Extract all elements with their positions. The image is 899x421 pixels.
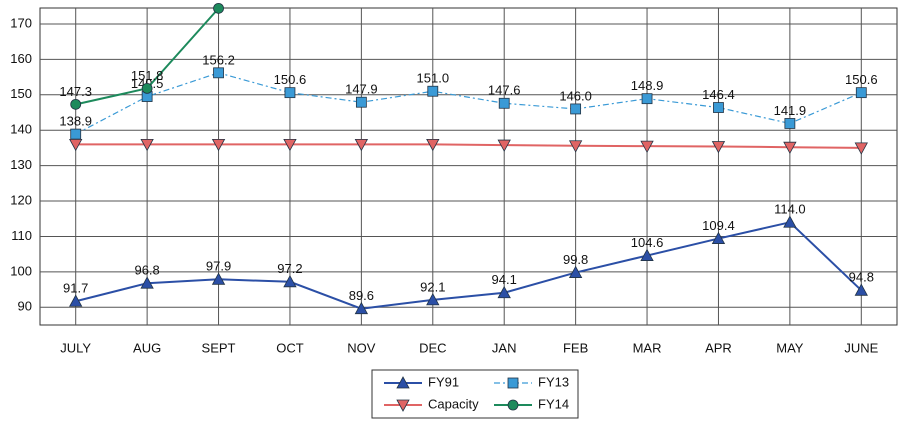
x-tick-label: MAY bbox=[776, 340, 804, 355]
legend-box bbox=[371, 369, 579, 419]
legend-marker bbox=[507, 399, 519, 411]
point-marker bbox=[354, 301, 369, 315]
point-marker bbox=[140, 138, 154, 152]
data-label: 104.6 bbox=[631, 235, 664, 250]
point-marker bbox=[640, 140, 654, 153]
point-marker bbox=[213, 2, 224, 14]
legend-label: FY91 bbox=[428, 374, 459, 389]
x-tick-label: FEB bbox=[563, 340, 588, 355]
data-label: 141.9 bbox=[774, 103, 807, 118]
point-marker bbox=[784, 118, 796, 129]
point-marker bbox=[713, 102, 724, 113]
point-marker bbox=[570, 103, 582, 115]
data-label: 156.2 bbox=[202, 52, 235, 67]
data-label: 96.8 bbox=[134, 263, 159, 278]
point-marker bbox=[70, 128, 82, 140]
point-marker bbox=[69, 138, 83, 152]
point-marker bbox=[140, 276, 154, 289]
y-tick-label: 120 bbox=[10, 192, 32, 207]
legend-marker bbox=[396, 376, 410, 389]
x-tick-label: NOV bbox=[347, 340, 376, 355]
y-tick-label: 140 bbox=[10, 122, 32, 137]
point-marker bbox=[211, 272, 226, 285]
x-tick-label: JULY bbox=[60, 340, 91, 355]
point-marker bbox=[427, 85, 439, 97]
plot-area bbox=[39, 7, 898, 326]
point-marker bbox=[854, 142, 868, 155]
x-tick-label: OCT bbox=[276, 340, 304, 355]
point-marker bbox=[641, 93, 653, 105]
point-marker bbox=[211, 138, 226, 152]
point-marker bbox=[640, 248, 654, 261]
point-marker bbox=[568, 265, 583, 278]
legend-label: FY14 bbox=[538, 396, 569, 411]
x-tick-label: JUNE bbox=[844, 340, 878, 355]
data-label: 91.7 bbox=[63, 281, 88, 296]
data-label: 146.0 bbox=[559, 88, 592, 103]
point-marker bbox=[783, 215, 797, 228]
point-marker bbox=[69, 294, 83, 307]
data-label: 148.9 bbox=[631, 78, 664, 93]
point-marker bbox=[213, 67, 224, 79]
data-label: 147.9 bbox=[345, 82, 378, 97]
point-marker bbox=[497, 139, 511, 152]
y-tick-label: 90 bbox=[18, 299, 32, 314]
point-marker bbox=[568, 140, 583, 153]
data-label: 94.1 bbox=[492, 272, 517, 287]
point-marker bbox=[497, 285, 511, 299]
data-label: 147.3 bbox=[59, 84, 92, 99]
point-marker bbox=[70, 98, 82, 110]
series-line bbox=[75, 72, 862, 135]
y-tick-label: 100 bbox=[10, 263, 32, 278]
x-tick-label: SEPT bbox=[202, 340, 236, 355]
data-label: 138.9 bbox=[59, 114, 92, 129]
y-tick-label: 130 bbox=[10, 157, 32, 172]
point-marker bbox=[498, 97, 510, 109]
point-marker bbox=[354, 138, 369, 152]
point-marker bbox=[355, 96, 367, 108]
point-marker bbox=[854, 283, 868, 296]
point-marker bbox=[426, 138, 440, 152]
data-label: 174.4 bbox=[202, 0, 235, 3]
y-tick-label: 110 bbox=[11, 228, 32, 243]
legend-label: Capacity bbox=[428, 396, 479, 411]
series-line bbox=[75, 143, 862, 149]
data-label: 151.8 bbox=[131, 68, 164, 83]
y-tick-label: 150 bbox=[10, 86, 32, 101]
data-label: 151.0 bbox=[417, 71, 450, 86]
data-label: 94.8 bbox=[849, 270, 874, 285]
x-tick-label: APR bbox=[705, 340, 732, 355]
y-tick-label: 170 bbox=[10, 15, 32, 30]
data-label: 150.6 bbox=[274, 72, 307, 87]
data-label: 114.0 bbox=[774, 202, 806, 217]
data-label: 97.2 bbox=[277, 261, 302, 276]
x-tick-label: AUG bbox=[133, 340, 161, 355]
data-label: 97.9 bbox=[206, 259, 231, 274]
data-label: 92.1 bbox=[420, 279, 445, 294]
data-label: 147.6 bbox=[488, 83, 521, 98]
point-marker bbox=[711, 231, 726, 244]
x-tick-label: JAN bbox=[492, 340, 517, 355]
legend-marker bbox=[507, 377, 519, 389]
legend-marker bbox=[396, 399, 410, 412]
point-marker bbox=[284, 87, 296, 99]
point-marker bbox=[426, 293, 440, 306]
point-marker bbox=[783, 141, 797, 155]
legend-label: FY13 bbox=[538, 374, 569, 389]
data-label: 150.6 bbox=[845, 72, 878, 87]
data-label: 146.4 bbox=[702, 87, 735, 102]
point-marker bbox=[711, 141, 726, 154]
point-marker bbox=[283, 274, 297, 288]
y-tick-label: 160 bbox=[10, 51, 32, 66]
point-marker bbox=[141, 83, 153, 94]
data-label: 99.8 bbox=[563, 252, 588, 267]
point-marker bbox=[855, 87, 867, 99]
x-tick-label: MAR bbox=[633, 340, 662, 355]
series-line bbox=[75, 221, 862, 310]
data-label: 89.6 bbox=[349, 288, 374, 303]
x-tick-label: DEC bbox=[419, 340, 446, 355]
data-label: 109.4 bbox=[702, 218, 735, 233]
point-marker bbox=[283, 138, 297, 152]
